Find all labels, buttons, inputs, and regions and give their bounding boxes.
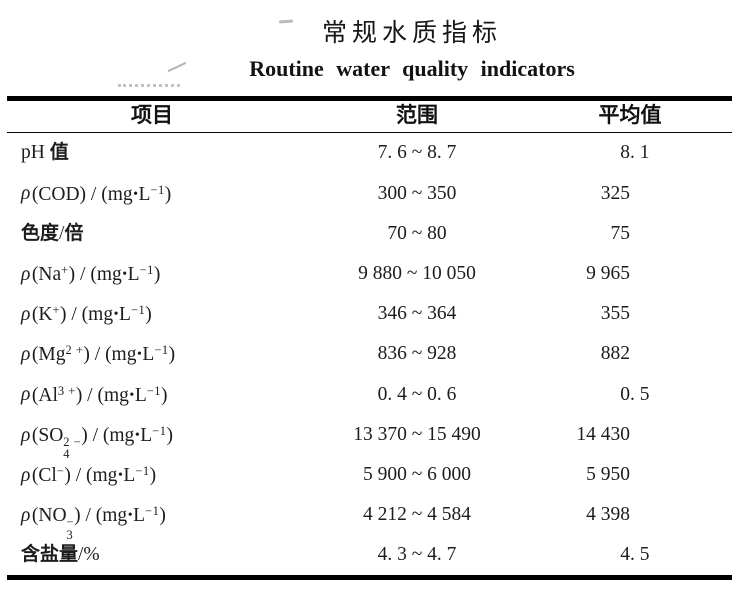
table-title-en: Routine water quality indicators xyxy=(249,56,575,81)
average-cell: 325 xyxy=(600,182,630,204)
item-cell: ρ(NO −3) / (mg•L−1) xyxy=(21,504,166,542)
table-row: 色度/倍 70 ~ 80 75 xyxy=(7,214,732,254)
scan-artifact xyxy=(167,61,187,73)
range-cell: 70 ~ 80 xyxy=(387,222,447,244)
scan-artifact xyxy=(278,19,294,23)
item-cell: 含盐量/% xyxy=(21,544,100,566)
average-cell: 5 950 xyxy=(586,463,630,485)
range-cell: 300 ~ 350 xyxy=(377,182,457,204)
table-bottom-rule xyxy=(7,575,732,581)
average-cell: 882 xyxy=(600,343,630,365)
table-row: ρ(COD) / (mg•L−1) 300 ~ 350 325 xyxy=(7,174,732,214)
range-cell: 5 900 ~ 6 000 xyxy=(362,463,472,485)
item-cell: ρ(Al3 +) / (mg•L−1) xyxy=(21,383,168,406)
item-cell: ρ(Cl−) / (mg•L−1) xyxy=(21,464,157,486)
average-cell: 4. 5 xyxy=(620,544,650,566)
item-cell: ρ(Mg2 +) / (mg•L−1) xyxy=(21,343,176,366)
item-cell: ρ(K+) / (mg•L−1) xyxy=(21,303,152,325)
item-cell: ρ(Na+) / (mg•L−1) xyxy=(21,263,161,285)
range-cell: 13 370 ~ 15 490 xyxy=(353,423,481,445)
range-cell: 0. 4 ~ 0. 6 xyxy=(377,383,457,405)
scan-artifact xyxy=(118,84,180,87)
table-row: pH 值 7. 6 ~ 8. 7 8. 1 xyxy=(7,133,732,173)
table-row: ρ(NO −3) / (mg•L−1) 4 212 ~ 4 584 4 398 xyxy=(7,495,732,542)
average-cell: 355 xyxy=(600,303,630,325)
range-cell: 4 212 ~ 4 584 xyxy=(362,504,472,526)
table-row: ρ(K+) / (mg•L−1) 346 ~ 364 355 xyxy=(7,294,732,334)
range-cell: 7. 6 ~ 8. 7 xyxy=(377,142,457,164)
average-cell: 8. 1 xyxy=(620,142,650,164)
range-cell: 9 880 ~ 10 050 xyxy=(358,262,476,284)
table-row: ρ(Na+) / (mg•L−1) 9 880 ~ 10 050 9 965 xyxy=(7,254,732,294)
average-cell: 14 430 xyxy=(576,423,630,445)
item-cell: pH 值 xyxy=(21,142,69,164)
table-header-rule xyxy=(7,131,732,134)
item-cell: ρ(COD) / (mg•L−1) xyxy=(21,182,172,205)
table-row: ρ(Cl−) / (mg•L−1) 5 900 ~ 6 000 5 950 xyxy=(7,455,732,495)
table-title-zh: 常规水质指标 xyxy=(321,19,503,47)
column-header-item: 项目 xyxy=(131,103,173,127)
water-quality-table: 项目 范围 平均值 pH 值 7. 6 ~ 8. 7 8. 1 ρ(COD) / (m… xyxy=(7,96,732,581)
average-cell: 75 xyxy=(610,222,631,244)
table-top-rule xyxy=(7,96,732,101)
table-row: ρ(Mg2 +) / (mg•L−1) 836 ~ 928 882 xyxy=(7,334,732,374)
column-header-range: 范围 xyxy=(396,103,438,127)
table-row: 含盐量/% 4. 3 ~ 4. 7 4. 5 xyxy=(7,535,732,575)
average-cell: 0. 5 xyxy=(620,383,650,405)
item-cell: 色度/倍 xyxy=(21,222,84,244)
column-header-average: 平均值 xyxy=(598,103,662,127)
item-cell: ρ(SO 2 −4) / (mg•L−1) xyxy=(21,423,173,462)
table-body: pH 值 7. 6 ~ 8. 7 8. 1 ρ(COD) / (mg•L−1) 300 … xyxy=(7,133,732,575)
range-cell: 346 ~ 364 xyxy=(377,303,457,325)
range-cell: 836 ~ 928 xyxy=(377,343,457,365)
table-header-row: 项目 范围 平均值 xyxy=(7,101,732,132)
range-cell: 4. 3 ~ 4. 7 xyxy=(377,544,457,566)
average-cell: 9 965 xyxy=(586,262,630,284)
average-cell: 4 398 xyxy=(586,504,630,526)
table-row: ρ(SO 2 −4) / (mg•L−1) 13 370 ~ 15 490 14 43… xyxy=(7,415,732,462)
table-row: ρ(Al3 +) / (mg•L−1) 0. 4 ~ 0. 6 0. 5 xyxy=(7,375,732,415)
